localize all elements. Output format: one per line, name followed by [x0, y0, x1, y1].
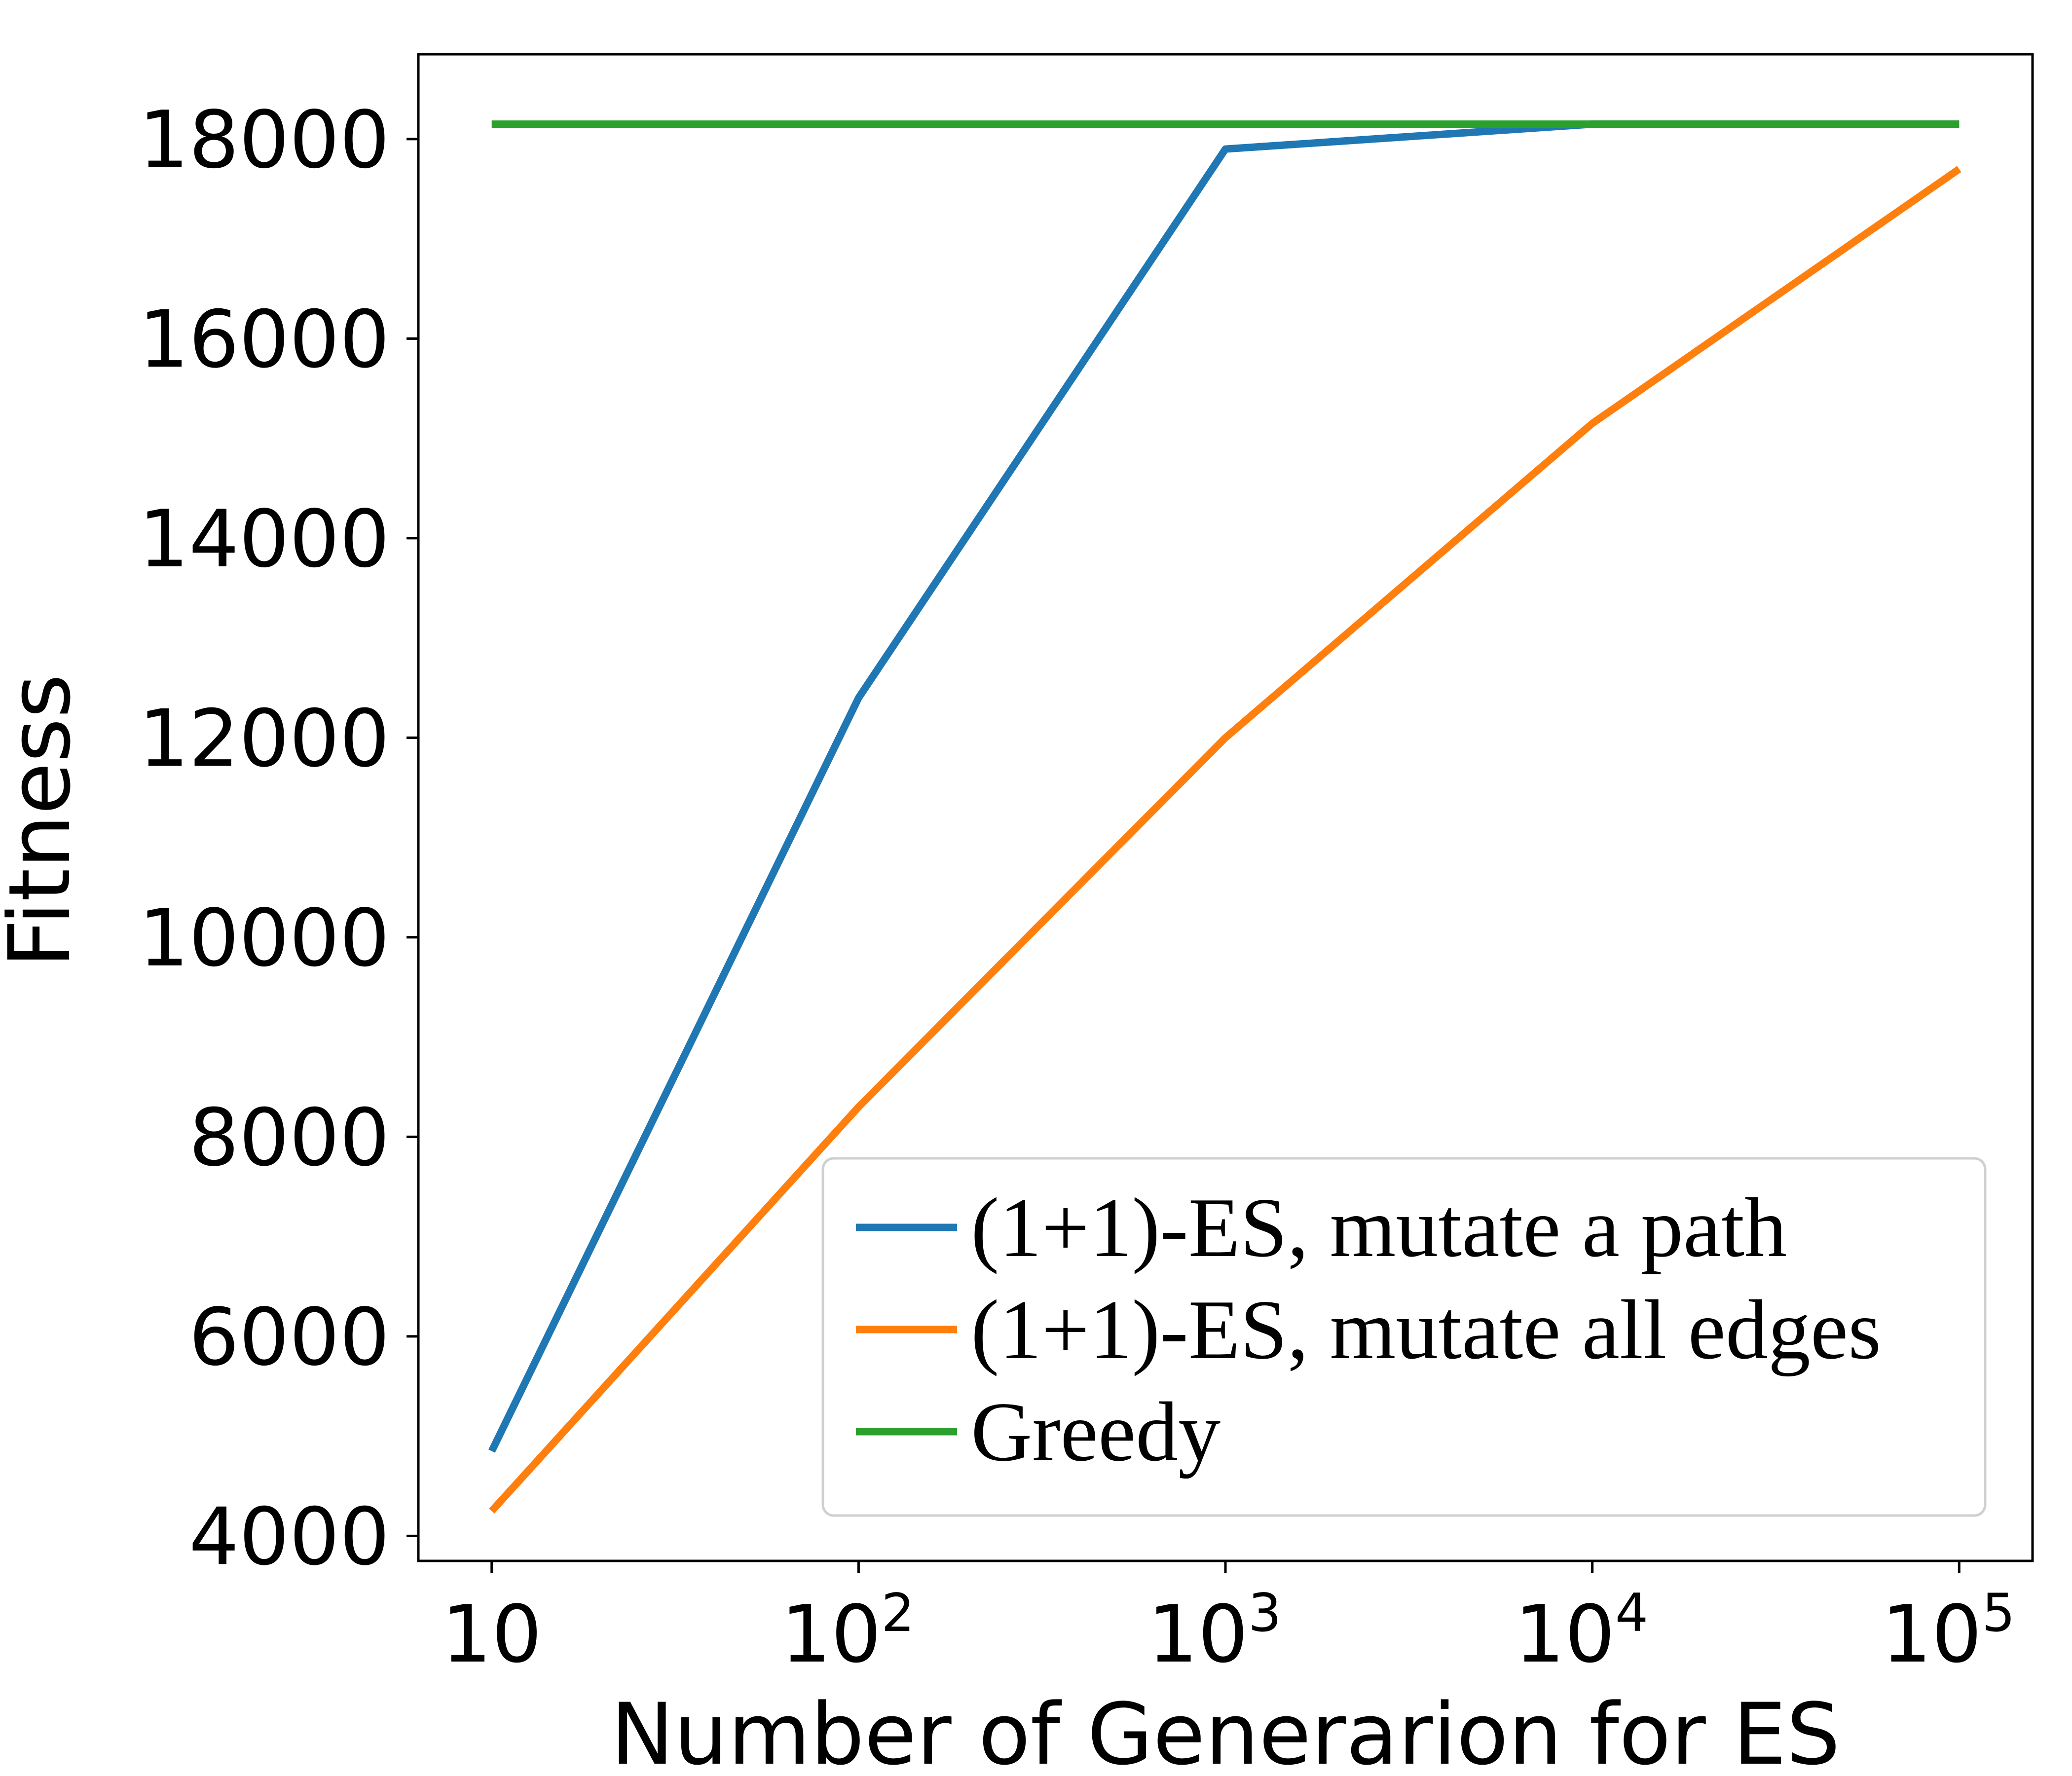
- y-tick-label: 12000: [139, 692, 390, 784]
- x-tick-label: 103: [1147, 1583, 1281, 1680]
- y-tick-label: 4000: [189, 1490, 390, 1583]
- y-axis-title: Fitness: [0, 674, 89, 968]
- series-layer: [488, 120, 1961, 1514]
- y-axis: 4000 6000 8000 10000 12000 14000 16000 18000: [139, 94, 418, 1583]
- legend-frame: [821, 1157, 1987, 1517]
- legend-label-1: (1+1)-ES, mutate a path: [971, 1181, 1787, 1275]
- y-tick-label: 6000: [189, 1291, 390, 1383]
- x-axis-title: Number of Generarion for ES: [611, 1685, 1841, 1776]
- y-tick-label: 18000: [139, 94, 390, 186]
- y-tick-label: 10000: [139, 892, 390, 984]
- x-tick-label: 102: [781, 1583, 915, 1680]
- legend: (1+1)-ES, mutate a path(1+1)-ES, mutate …: [821, 1157, 1987, 1517]
- x-axis: 10 102 103 104 105: [442, 1561, 2015, 1680]
- series-line-2: [489, 166, 1961, 1514]
- legend-label-3: Greedy: [971, 1385, 1221, 1479]
- x-tick-label: 104: [1515, 1583, 1648, 1680]
- y-tick-label: 16000: [139, 293, 390, 385]
- y-tick-label: 8000: [189, 1091, 390, 1184]
- legend-label-2: (1+1)-ES, mutate all edges: [971, 1283, 1881, 1377]
- y-tick-label: 14000: [139, 493, 390, 585]
- legend-entries: (1+1)-ES, mutate a path(1+1)-ES, mutate …: [856, 1181, 1881, 1479]
- x-tick-label: 10: [442, 1588, 542, 1680]
